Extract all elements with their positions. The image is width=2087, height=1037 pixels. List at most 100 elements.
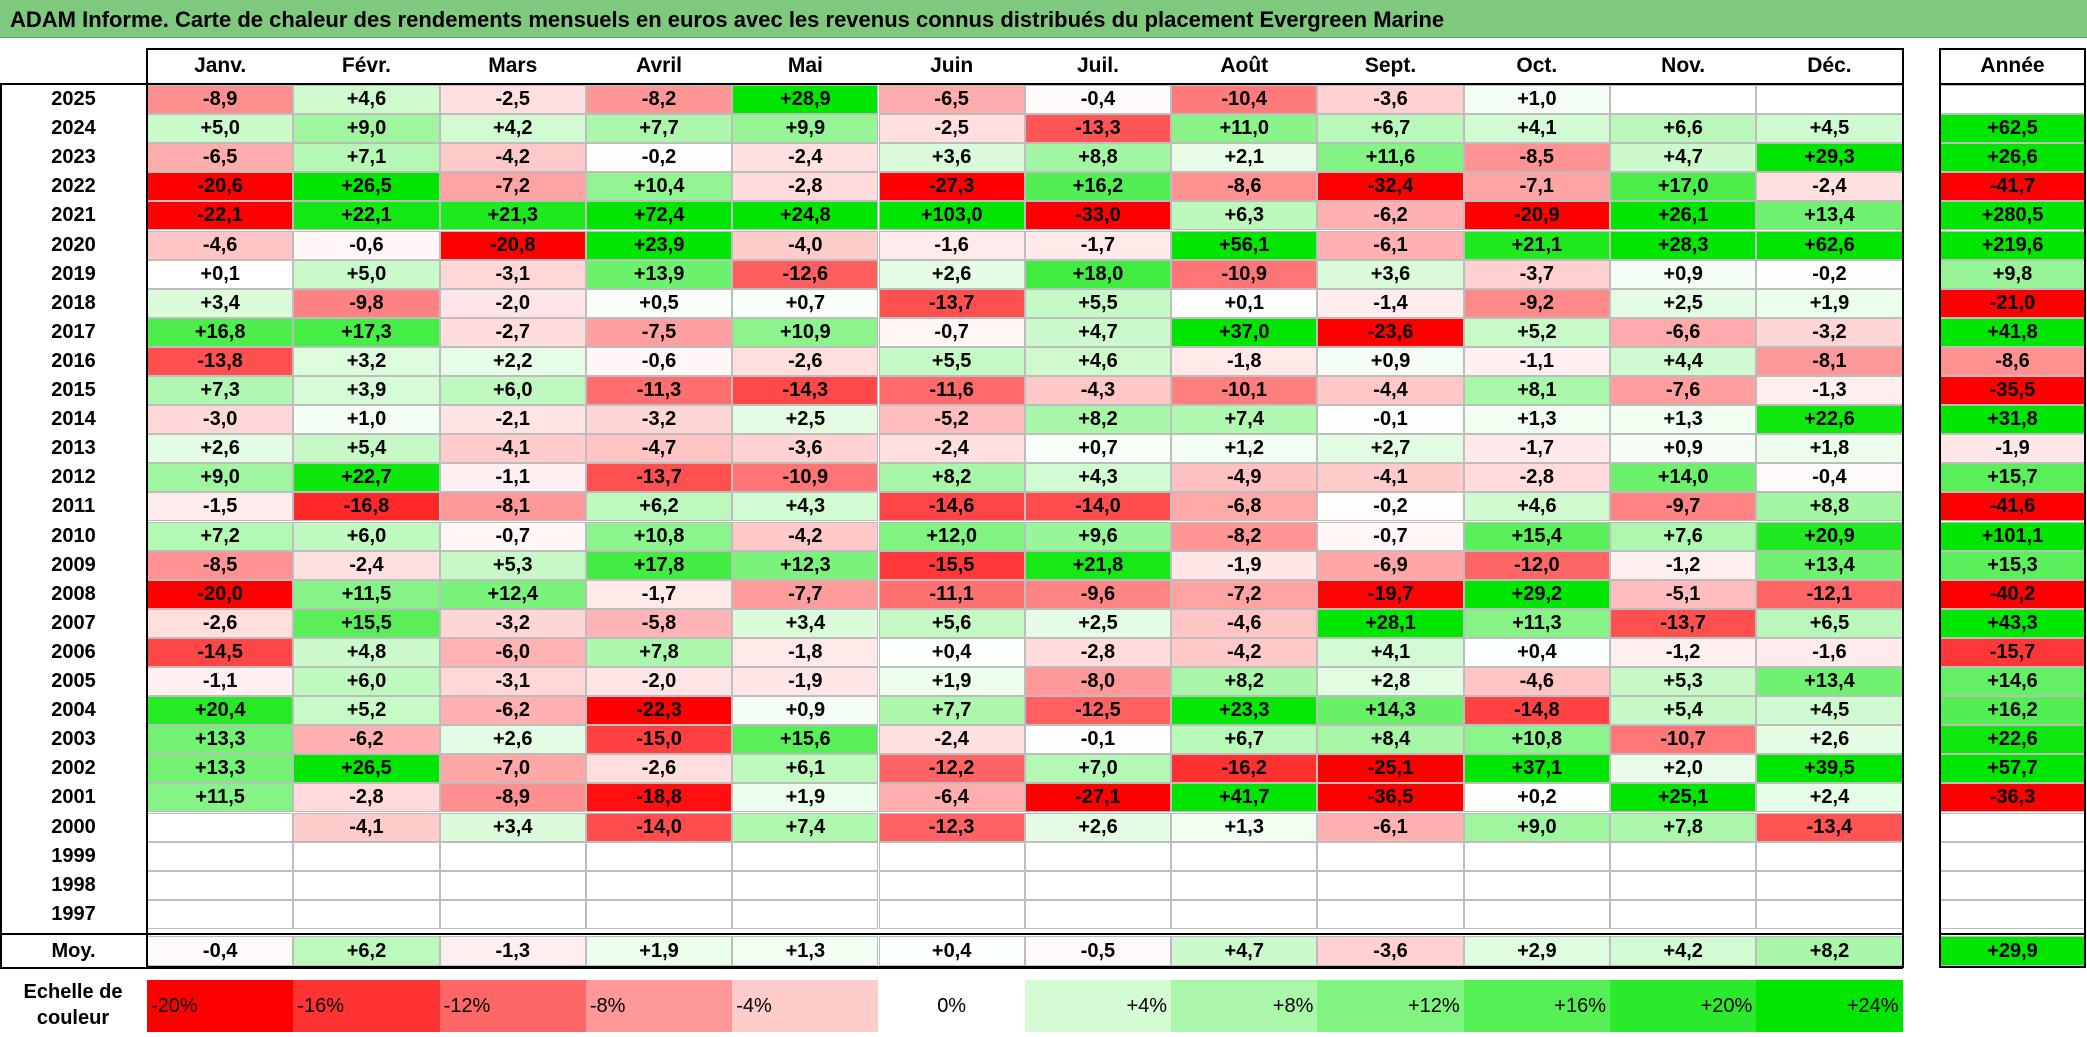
heatmap-cell: +3,4 [147,288,294,318]
heatmap-cell: -19,7 [1317,579,1464,609]
color-scale-swatch: -20% [147,980,294,1032]
color-scale-label-line2: couleur [36,1007,110,1029]
color-scale-swatch: +8% [1171,980,1318,1032]
heatmap-cell: -4,1 [439,434,586,464]
heatmap-cell: +0,9 [1610,259,1757,289]
heatmap-cell: +12,4 [439,579,586,609]
heatmap-cell: +16,8 [147,317,294,347]
heatmap-cell: +4,1 [1463,114,1610,144]
heatmap-cell: -11,3 [585,376,733,406]
heatmap-cell: -0,4 [1024,85,1172,115]
heatmap-cell [1463,870,1610,900]
average-label: Moy. [51,939,96,962]
year-label: 2021 [51,204,96,227]
heatmap-cell: -7,6 [1610,376,1757,406]
heatmap-cell [878,841,1025,871]
heatmap-cell: -3,2 [439,608,586,638]
heatmap-cell: -14,0 [1024,492,1172,522]
heatmap-cell: -2,8 [293,783,440,813]
heatmap-cell: -1,2 [1610,550,1757,580]
heatmap-cell [293,899,440,929]
heatmap-cell: +5,4 [1610,696,1757,726]
average-cell: -0,5 [1024,936,1172,966]
heatmap-cell: +8,2 [1171,667,1318,697]
heatmap-cell: +15,4 [1463,521,1610,551]
heatmap-cell: -22,1 [147,201,294,231]
year-label: 2000 [51,815,96,838]
color-scale-swatch: +16% [1463,980,1610,1032]
heatmap-cell: -6,1 [1317,230,1464,260]
heatmap-cell [147,899,294,929]
year-label: 2018 [51,291,96,314]
heatmap-cell: +7,2 [147,521,294,551]
heatmap-cell: +5,5 [1024,288,1172,318]
heatmap-cell: +3,6 [1317,259,1464,289]
annual-cell: -41,7 [1940,172,2085,202]
annual-cell: +43,3 [1940,608,2085,638]
heatmap-cell: +7,0 [1024,754,1172,784]
heatmap-cell: +11,3 [1463,608,1610,638]
year-label: 2022 [51,175,96,198]
heatmap-cell: -0,1 [1024,725,1172,755]
heatmap-cell: +2,6 [878,259,1025,289]
heatmap-cell: +6,6 [1610,114,1757,144]
heatmap-cell: -0,6 [585,346,733,376]
heatmap-cell: -16,8 [293,492,440,522]
heatmap-cell: -10,9 [1171,259,1318,289]
heatmap-cell [1756,870,1903,900]
annual-cell: +15,3 [1940,550,2085,580]
heatmap-cell: -7,1 [1463,172,1610,202]
heatmap-cell: -6,4 [878,783,1025,813]
heatmap-cell: -1,6 [1756,637,1903,667]
table-separator [1939,933,2086,935]
heatmap-cell: -4,4 [1317,376,1464,406]
heatmap-cell: -10,7 [1610,725,1757,755]
heatmap-cell: -9,7 [1610,492,1757,522]
heatmap-cell: -6,6 [1610,317,1757,347]
heatmap-cell: -12,0 [1463,550,1610,580]
heatmap-cell: +4,7 [1610,143,1757,173]
heatmap-cell: +6,7 [1317,114,1464,144]
heatmap-cell [878,870,1025,900]
heatmap-cell: -4,1 [1317,463,1464,493]
heatmap-cell: -13,8 [147,346,294,376]
average-cell: +6,2 [293,936,440,966]
heatmap-cell: -2,4 [878,725,1025,755]
heatmap-cell: +21,8 [1024,550,1172,580]
heatmap-cell: +4,5 [1756,696,1903,726]
heatmap-cell: +23,3 [1171,696,1318,726]
heatmap-cell: +2,0 [1610,754,1757,784]
heatmap-cell: +13,4 [1756,667,1903,697]
heatmap-cell: +13,9 [585,259,733,289]
annual-cell: +14,6 [1940,667,2085,697]
heatmap-cell: +11,5 [293,579,440,609]
heatmap-cell: +8,2 [878,463,1025,493]
color-scale-label-line1: Echelle de [23,981,123,1003]
heatmap-cell: +3,4 [439,812,586,842]
heatmap-cell: -7,2 [1171,579,1318,609]
heatmap-cell: +4,3 [732,492,879,522]
heatmap-cell: +25,1 [1610,783,1757,813]
year-label: 2020 [51,233,96,256]
heatmap-cell: +7,4 [1171,405,1318,435]
month-header: Déc. [1807,54,1852,77]
heatmap-cell [878,899,1025,929]
heatmap-cell [439,841,586,871]
year-label: 2010 [51,524,96,547]
heatmap-cell: -8,2 [1171,521,1318,551]
heatmap-cell: +11,6 [1317,143,1464,173]
heatmap-cell: +5,0 [293,259,440,289]
annual-cell [1940,85,2085,115]
heatmap-cell: -0,7 [439,521,586,551]
heatmap-cell: +37,1 [1463,754,1610,784]
heatmap-cell [147,812,294,842]
heatmap-cell [1171,870,1318,900]
heatmap-cell: +72,4 [585,201,733,231]
heatmap-cell: -6,1 [1317,812,1464,842]
heatmap-cell: -7,7 [732,579,879,609]
heatmap-cell: -4,2 [732,521,879,551]
color-scale-swatch: +20% [1610,980,1757,1032]
heatmap-cell: +2,4 [1756,783,1903,813]
heatmap-cell: +29,3 [1756,143,1903,173]
color-scale-swatch: -16% [293,980,440,1032]
